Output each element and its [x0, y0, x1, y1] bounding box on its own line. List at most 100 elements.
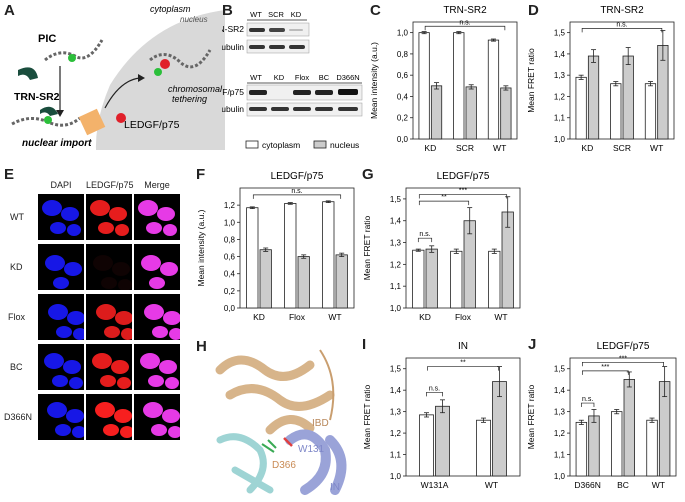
significance-label: ** — [441, 194, 447, 201]
micrograph-cell — [38, 394, 84, 440]
y-tick-label: 0,0 — [397, 135, 409, 144]
y-tick-label: 1,1 — [390, 451, 402, 460]
nucleus-blob — [72, 426, 84, 438]
y-tick-label: 1,4 — [554, 50, 566, 59]
x-tick-label: KD — [419, 312, 431, 322]
significance-label: n.s. — [419, 231, 430, 238]
significance-bracket — [582, 370, 629, 375]
legend-swatch-nucleus — [313, 140, 327, 149]
band — [249, 28, 265, 32]
nucleus-blob — [66, 409, 84, 423]
significance-bracket — [418, 200, 470, 206]
x-tick-label: SCR — [456, 143, 474, 153]
x-tick-label: WT — [652, 480, 665, 490]
band — [289, 29, 303, 31]
chart-title: TRN-SR2 — [600, 5, 644, 16]
pic-gfp-dot — [68, 54, 76, 62]
nucleus-blob — [53, 277, 69, 289]
nucleus-blob — [109, 207, 127, 221]
bar-cytoplasm — [646, 419, 658, 477]
y-tick-label: 0,6 — [397, 71, 409, 80]
chart-d: TRN-SR2 Mean FRET ratio 1,0 1,1 1,2 1,3 1,4 1,5… — [526, 5, 675, 153]
significance-label: n.s. — [429, 385, 440, 392]
y-tick-label: 1,2 — [390, 260, 402, 269]
row-label-d366n: D366N — [4, 412, 33, 422]
bar-nucleus — [435, 405, 450, 477]
nucleus-blob — [90, 200, 110, 216]
nucleus-blob — [69, 377, 83, 389]
significance-bracket — [581, 28, 663, 33]
micrograph-image — [140, 353, 179, 389]
significance-label: ** — [460, 360, 466, 367]
ledgf-dot — [116, 113, 126, 123]
nucleus-blob — [67, 224, 81, 236]
y-tick-label: 1,1 — [554, 114, 566, 123]
bar-cytoplasm — [644, 83, 657, 140]
x-tick-label: WT — [650, 143, 663, 153]
panel-label-b: B — [222, 2, 233, 19]
y-tick-label: 1,5 — [390, 365, 402, 374]
y-axis-label: Mean intensity (a.u.) — [196, 209, 206, 286]
micrograph-image — [92, 353, 131, 389]
significance-bracket — [581, 402, 595, 408]
bar-nucleus — [425, 248, 438, 309]
significance-bracket — [427, 366, 499, 371]
bar-nucleus — [297, 256, 310, 309]
bar-cytoplasm — [322, 201, 335, 309]
chart-c: TRN-SR2 Mean intensity (a.u.) 0,0 0,2 0,4 0,6… — [369, 5, 518, 153]
nucleus-blob — [157, 207, 175, 221]
plot-frame — [569, 357, 677, 477]
nucleus-blob — [163, 224, 177, 236]
y-axis-label: Mean intensity (a.u.) — [369, 42, 379, 119]
y-tick-label: 1,1 — [554, 451, 566, 460]
arrow-head-down — [56, 110, 64, 117]
y-tick-label: 1,2 — [554, 92, 566, 101]
micrograph-image — [141, 255, 178, 289]
nucleus-blob — [42, 200, 62, 216]
blot2-lane-kd: KD — [274, 73, 285, 82]
y-tick-label: 0,2 — [224, 287, 236, 296]
blot2-lane-wt: WT — [250, 73, 262, 82]
nucleus-region — [95, 10, 225, 150]
micrograph-cell — [134, 294, 180, 340]
y-tick-label: 1,3 — [554, 408, 566, 417]
band — [269, 45, 285, 49]
micrograph-image — [96, 304, 132, 340]
bar-nucleus — [430, 85, 443, 140]
nucleus-blob — [63, 360, 81, 374]
nucleus-blob — [55, 424, 71, 436]
x-tick-label: KD — [253, 312, 265, 322]
blot1-lane-wt: WT — [250, 10, 262, 19]
significance-label: n.s. — [582, 396, 593, 403]
protein-structure: IBD W131 D366 IN — [210, 340, 360, 500]
chart-title: IN — [458, 341, 468, 352]
y-tick-label: 1,0 — [390, 304, 402, 313]
pic-label: PIC — [38, 33, 56, 45]
y-tick-label: 0,2 — [397, 114, 409, 123]
y-tick-label: 1,0 — [397, 29, 409, 38]
nucleus-blob — [73, 328, 84, 340]
band — [271, 107, 289, 111]
nucleus-blob — [169, 328, 180, 340]
nucleus-blob — [103, 424, 119, 436]
bar-nucleus — [623, 379, 636, 477]
bar-nucleus — [622, 55, 634, 140]
tether-ledgf-dot — [160, 59, 170, 69]
blot1-row-tubulin: β-tubulin — [222, 42, 244, 52]
micrograph-cell — [38, 194, 84, 240]
x-tick-label: KD — [581, 143, 593, 153]
x-tick-label: Flox — [289, 312, 306, 322]
nucleus-blob — [151, 424, 167, 436]
bar-nucleus — [259, 249, 272, 309]
d366-label: D366 — [272, 460, 296, 471]
y-axis-label: Mean FRET ratio — [526, 48, 536, 113]
bar-cytoplasm — [418, 32, 430, 140]
micrograph-cell — [38, 344, 84, 390]
significance-bracket — [417, 237, 433, 243]
nucleus-blob — [104, 326, 120, 338]
x-tick-label: SCR — [613, 143, 631, 153]
nucleus-blob — [163, 311, 180, 325]
y-tick-label: 1,4 — [390, 217, 402, 226]
micrograph-cell — [38, 244, 84, 290]
chart-g: LEDGF/p75 Mean FRET ratio 1,0 1,1 1,2 1,3 1,4 1… — [362, 171, 521, 322]
